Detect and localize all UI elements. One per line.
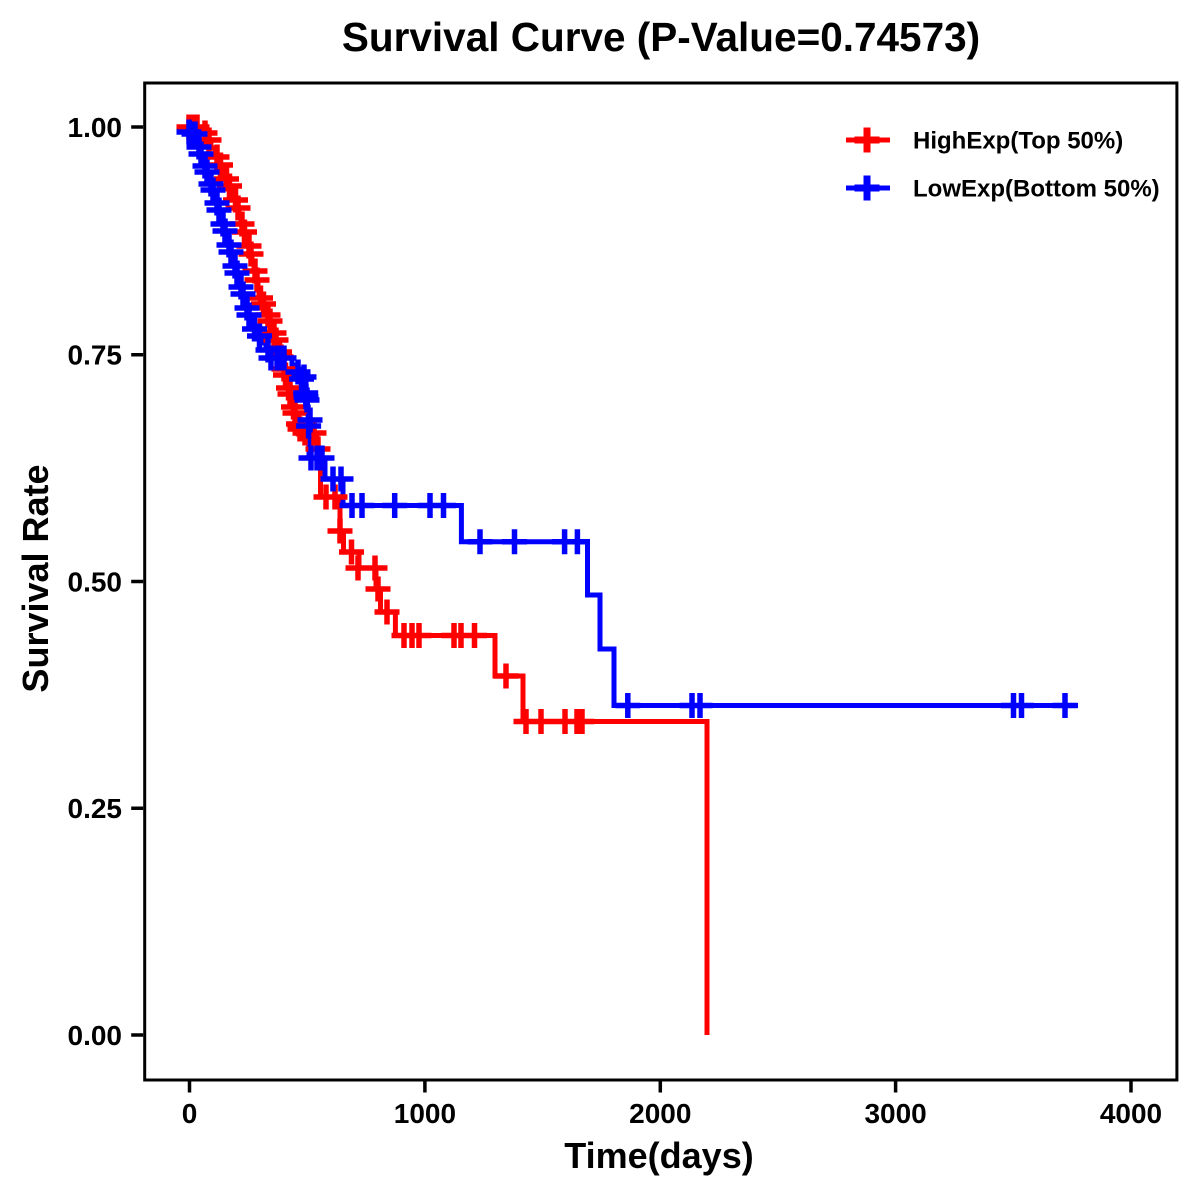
svg-text:4000: 4000 — [1100, 1098, 1162, 1129]
svg-text:0.75: 0.75 — [68, 340, 123, 371]
svg-text:Survival Curve (P-Value=0.7457: Survival Curve (P-Value=0.74573) — [342, 14, 980, 60]
svg-text:HighExp(Top 50%): HighExp(Top 50%) — [913, 128, 1123, 155]
svg-text:0.50: 0.50 — [68, 567, 123, 598]
svg-text:2000: 2000 — [629, 1098, 691, 1129]
svg-text:Time(days): Time(days) — [564, 1135, 753, 1176]
svg-text:1.00: 1.00 — [68, 112, 123, 143]
svg-text:LowExp(Bottom 50%): LowExp(Bottom 50%) — [913, 176, 1160, 203]
svg-text:0: 0 — [182, 1098, 198, 1129]
svg-text:1000: 1000 — [394, 1098, 456, 1129]
svg-text:0.00: 0.00 — [68, 1020, 123, 1051]
svg-text:0.25: 0.25 — [68, 793, 123, 824]
svg-text:Survival Rate: Survival Rate — [15, 464, 56, 692]
svg-text:3000: 3000 — [864, 1098, 926, 1129]
